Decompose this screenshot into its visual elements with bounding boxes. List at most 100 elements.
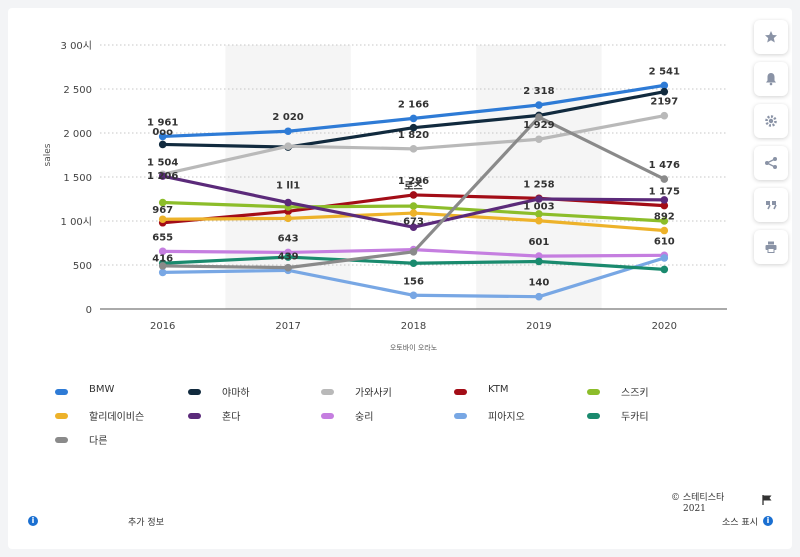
legend-swatch[interactable] bbox=[55, 389, 68, 395]
data-label: 156 bbox=[403, 276, 424, 287]
info-icon[interactable]: i bbox=[28, 516, 38, 526]
data-label: 439 bbox=[278, 251, 299, 262]
x-tick-label: 2020 bbox=[652, 321, 677, 332]
copyright-text: © 스테티스타 bbox=[671, 493, 725, 503]
data-point bbox=[284, 198, 292, 207]
source-info-icon[interactable]: i bbox=[763, 516, 773, 526]
data-point bbox=[158, 215, 167, 224]
share-icon[interactable] bbox=[754, 146, 788, 180]
data-label: 1 929 bbox=[523, 120, 554, 131]
data-label: 1 258 bbox=[523, 179, 554, 190]
data-point bbox=[409, 209, 418, 217]
data-point bbox=[660, 175, 669, 183]
bell-icon[interactable] bbox=[754, 62, 788, 96]
data-label: 643 bbox=[278, 233, 299, 244]
data-label: 2 166 bbox=[398, 99, 429, 110]
data-label: 1 ll1 bbox=[276, 180, 300, 191]
data-label: 1 206 bbox=[147, 171, 178, 182]
y-axis-title: sales bbox=[43, 143, 53, 166]
legend-swatch[interactable] bbox=[188, 413, 201, 419]
data-label: 0oo bbox=[152, 127, 173, 138]
flag-icon[interactable] bbox=[761, 491, 773, 510]
data-point bbox=[284, 142, 292, 150]
data-point bbox=[409, 191, 418, 199]
data-label: 1 476 bbox=[649, 160, 680, 171]
data-point bbox=[535, 216, 543, 225]
data-label: 2 020 bbox=[272, 112, 303, 123]
gear-icon[interactable] bbox=[754, 104, 788, 138]
y-tick-label: 3 00시 bbox=[61, 40, 92, 52]
legend-label[interactable]: 혼다 bbox=[222, 412, 241, 423]
data-point bbox=[158, 262, 167, 270]
data-point bbox=[158, 268, 167, 277]
data-label: 2 318 bbox=[523, 86, 554, 97]
legend-swatch[interactable] bbox=[587, 389, 600, 395]
legend-label[interactable]: 야마하 bbox=[222, 388, 250, 399]
data-point bbox=[409, 248, 418, 256]
legend-swatch[interactable] bbox=[587, 413, 600, 419]
data-label: 655 bbox=[152, 232, 173, 243]
data-point bbox=[660, 265, 669, 274]
data-label: 2197 bbox=[650, 97, 678, 108]
star-icon[interactable] bbox=[754, 20, 788, 54]
data-point bbox=[409, 114, 418, 123]
data-point bbox=[535, 101, 543, 109]
column-band bbox=[476, 45, 602, 309]
y-tick-label: 0 bbox=[86, 305, 92, 316]
data-label: 1 961 bbox=[147, 117, 178, 128]
data-point bbox=[158, 132, 167, 141]
x-axis-title: 오토바이 오라노 bbox=[390, 343, 438, 352]
x-tick-label: 2019 bbox=[526, 321, 551, 332]
data-point bbox=[660, 87, 669, 96]
data-label: 610 bbox=[654, 236, 675, 247]
x-tick-label: 2018 bbox=[401, 321, 426, 332]
data-label: 673 bbox=[403, 217, 424, 228]
legend-label[interactable]: 숭리 bbox=[355, 412, 374, 423]
data-label: 1 296 bbox=[398, 176, 429, 187]
legend-swatch[interactable] bbox=[321, 389, 334, 395]
data-point bbox=[284, 127, 292, 136]
legend-swatch[interactable] bbox=[454, 389, 467, 395]
data-point bbox=[535, 252, 543, 260]
data-point bbox=[409, 291, 418, 300]
legend-label[interactable]: 두카티 bbox=[621, 412, 649, 423]
data-label: 140 bbox=[528, 278, 549, 289]
data-label: 601 bbox=[528, 237, 549, 248]
line-chart: 3 00시 2 500 2 000 1 500 1 00시 500 0 2016 2017 201… bbox=[43, 40, 727, 352]
legend-label[interactable]: KTM bbox=[488, 384, 509, 395]
legend-swatch[interactable] bbox=[321, 413, 334, 419]
legend-label[interactable]: 스즈키 bbox=[621, 388, 649, 399]
x-tick-label: 2017 bbox=[275, 321, 300, 332]
data-point bbox=[158, 247, 167, 256]
data-point bbox=[660, 111, 669, 120]
data-point bbox=[535, 195, 543, 203]
legend-label[interactable]: BMW bbox=[89, 384, 115, 395]
legend-swatch[interactable] bbox=[188, 389, 201, 395]
y-tick-label: 1 00시 bbox=[61, 216, 92, 228]
legend-label[interactable]: 다른 bbox=[89, 436, 108, 447]
chart-card: 3 00시 2 500 2 000 1 500 1 00시 500 0 2016 2017 201… bbox=[8, 8, 792, 549]
legend-swatch[interactable] bbox=[454, 413, 467, 419]
data-label: 416 bbox=[152, 253, 173, 264]
legend-label[interactable]: 할리데이비슨 bbox=[89, 412, 145, 423]
quote-icon[interactable] bbox=[754, 188, 788, 222]
print-icon[interactable] bbox=[754, 230, 788, 264]
legend-label[interactable]: 피아지오 bbox=[488, 412, 525, 423]
data-label: 1 175 bbox=[649, 187, 680, 198]
data-point bbox=[284, 263, 292, 272]
y-tick-label: 500 bbox=[73, 261, 92, 272]
data-point bbox=[284, 214, 292, 223]
data-point bbox=[409, 202, 418, 210]
data-label: 로즈 bbox=[404, 180, 422, 192]
legend-label[interactable]: 가와사키 bbox=[355, 388, 392, 399]
data-label: 1 504 bbox=[147, 158, 178, 169]
data-label: 1 820 bbox=[398, 130, 429, 141]
legend-swatch[interactable] bbox=[55, 413, 68, 419]
data-point bbox=[535, 113, 543, 121]
more-info-link[interactable]: 추가 정보 bbox=[128, 518, 164, 528]
data-label: 2 541 bbox=[649, 66, 680, 77]
x-tick-label: 2016 bbox=[150, 321, 175, 332]
legend-swatch[interactable] bbox=[55, 437, 68, 443]
show-source-link[interactable]: 소스 표시 bbox=[722, 518, 758, 528]
data-label: 892 bbox=[654, 212, 675, 223]
